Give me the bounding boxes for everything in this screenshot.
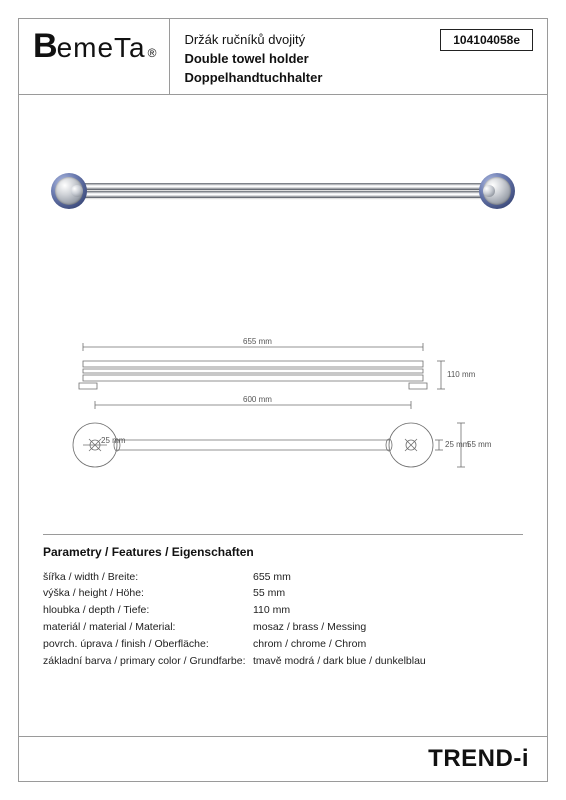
- dim-mount-inner: 25 mm: [101, 436, 126, 445]
- spec-label: hloubka / depth / Tiefe:: [43, 602, 253, 619]
- title-de: Doppelhandtuchhalter: [184, 69, 440, 88]
- spec-value: 110 mm: [253, 602, 523, 619]
- drawing-svg: 655 mm 110 mm 600 mm: [43, 335, 523, 505]
- spec-label: povrch. úprava / finish / Oberfläche:: [43, 636, 253, 653]
- spec-value: 655 mm: [253, 569, 523, 586]
- spec-row: výška / height / Höhe:55 mm: [43, 585, 523, 602]
- sku-value: 104104058e: [453, 33, 520, 47]
- product-line-name: TREND-i: [37, 745, 529, 773]
- spec-label: šířka / width / Breite:: [43, 569, 253, 586]
- spec-row: povrch. úprava / finish / Oberfläche:chr…: [43, 636, 523, 653]
- dim-mount-diameter: 55 mm: [467, 440, 492, 449]
- technical-drawing: 655 mm 110 mm 600 mm: [19, 315, 547, 520]
- dim-total-width: 655 mm: [243, 337, 272, 346]
- title-en: Double towel holder: [184, 50, 440, 69]
- spec-value: tmavě modrá / dark blue / dunkelblau: [253, 653, 523, 670]
- spec-label: základní barva / primary color / Grundfa…: [43, 653, 253, 670]
- product-render: [19, 95, 547, 315]
- dim-inner-width: 600 mm: [243, 395, 272, 404]
- spec-row: šířka / width / Breite:655 mm: [43, 569, 523, 586]
- end-cap-left: [71, 185, 83, 197]
- dim-height-side: 110 mm: [447, 370, 476, 379]
- sku-box: 104104058e: [440, 29, 533, 51]
- logo-rest: emeTa: [57, 34, 146, 62]
- spec-value: 55 mm: [253, 585, 523, 602]
- front-rod: [79, 191, 487, 198]
- page-frame: BemeTa® Držák ručníků dvojitý Double tow…: [18, 18, 548, 782]
- spec-label: výška / height / Höhe:: [43, 585, 253, 602]
- spec-row: hloubka / depth / Tiefe:110 mm: [43, 602, 523, 619]
- rear-rod: [79, 183, 487, 190]
- features-divider: [43, 534, 523, 535]
- features-section: Parametry / Features / Eigenschaften šíř…: [19, 520, 547, 670]
- logo-letter-b: B: [33, 29, 57, 63]
- spec-value: chrom / chrome / Chrom: [253, 636, 523, 653]
- spec-row: základní barva / primary color / Grundfa…: [43, 653, 523, 670]
- header: BemeTa® Držák ručníků dvojitý Double tow…: [19, 19, 547, 95]
- features-heading: Parametry / Features / Eigenschaften: [43, 545, 523, 559]
- title-cs: Držák ručníků dvojitý: [184, 31, 440, 50]
- product-titles: Držák ručníků dvojitý Double towel holde…: [184, 29, 440, 88]
- header-divider: [169, 19, 170, 94]
- registered-mark: ®: [148, 47, 156, 59]
- spec-label: materiál / material / Material:: [43, 619, 253, 636]
- spec-table: šířka / width / Breite:655 mmvýška / hei…: [43, 569, 523, 670]
- end-cap-right: [483, 185, 495, 197]
- spec-row: materiál / material / Material:mosaz / b…: [43, 619, 523, 636]
- footer: TREND-i: [19, 736, 547, 781]
- spec-value: mosaz / brass / Messing: [253, 619, 523, 636]
- brand-logo: BemeTa®: [33, 29, 155, 63]
